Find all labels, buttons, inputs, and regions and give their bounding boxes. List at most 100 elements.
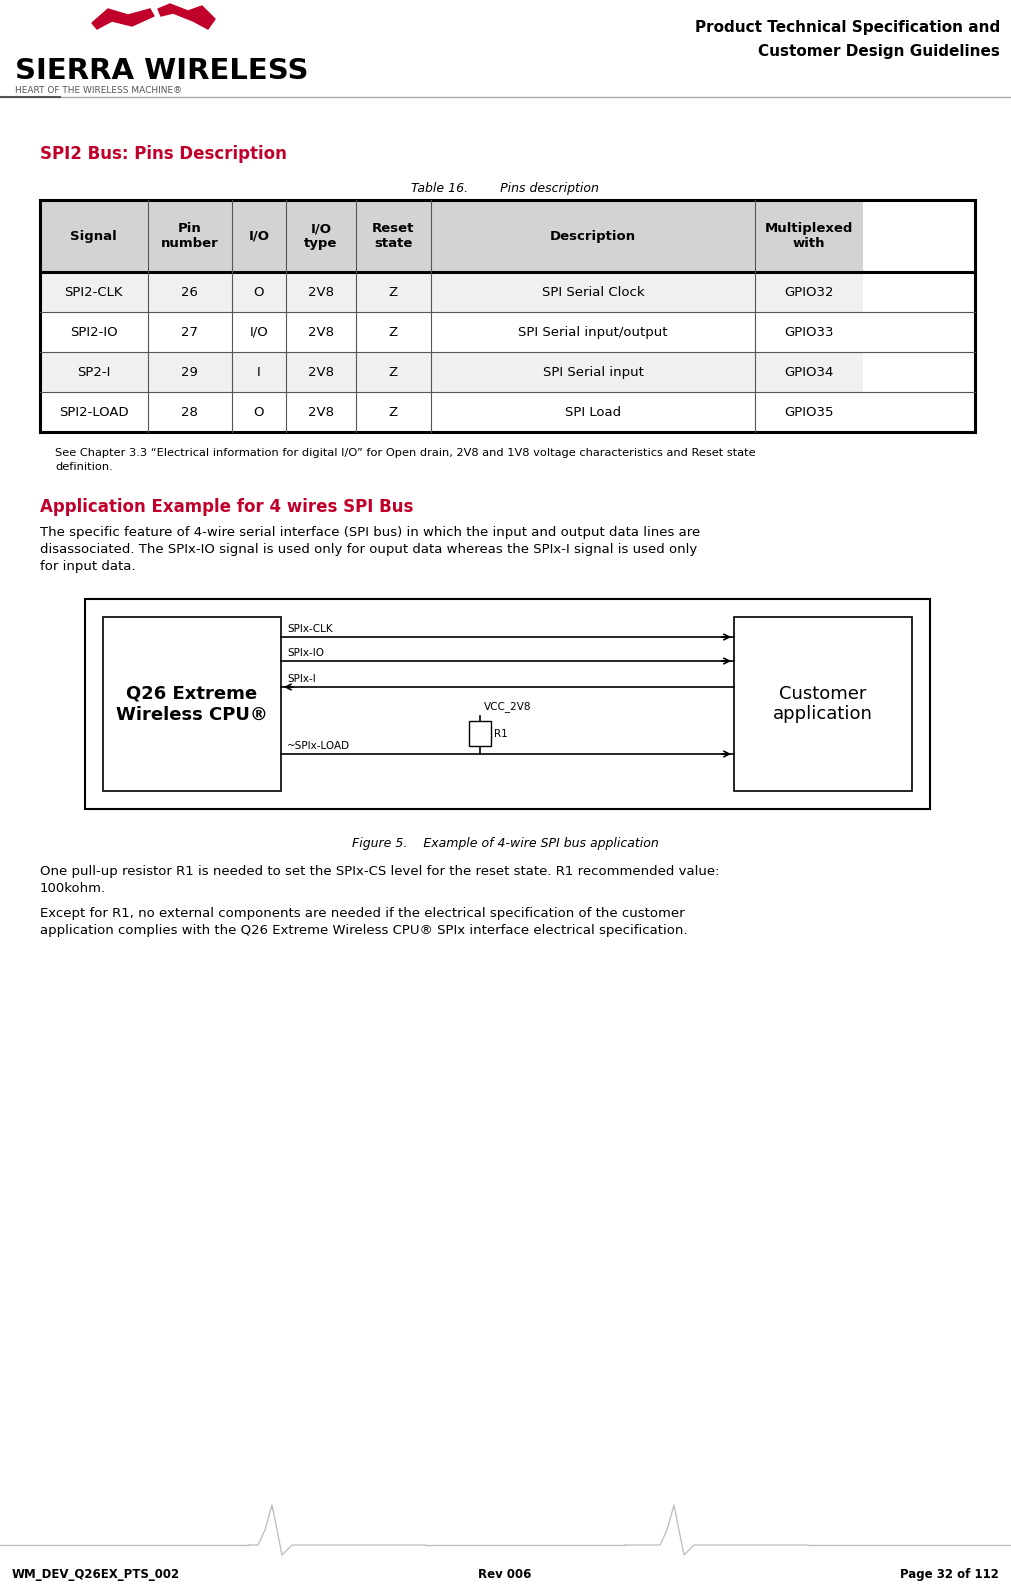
- Bar: [232, 352, 286, 392]
- Text: 26: 26: [181, 285, 198, 298]
- Text: I/O
type: I/O type: [304, 222, 338, 250]
- Bar: [40, 392, 148, 432]
- Text: Signal: Signal: [71, 230, 117, 242]
- Text: VCC_2V8: VCC_2V8: [484, 701, 532, 713]
- Bar: [356, 199, 431, 273]
- Text: SIERRA WIRELESS: SIERRA WIRELESS: [15, 57, 308, 84]
- Bar: [431, 312, 755, 352]
- Text: Z: Z: [389, 365, 398, 378]
- Text: Z: Z: [389, 405, 398, 419]
- Text: SPI2-CLK: SPI2-CLK: [65, 285, 123, 298]
- Text: O: O: [254, 285, 264, 298]
- Bar: [431, 199, 755, 273]
- Bar: [356, 312, 431, 352]
- Text: SPI Serial input/output: SPI Serial input/output: [519, 325, 668, 338]
- Text: GPIO35: GPIO35: [785, 405, 834, 419]
- Text: I/O: I/O: [250, 325, 268, 338]
- Bar: [431, 392, 755, 432]
- Bar: [148, 392, 232, 432]
- Text: Product Technical Specification and: Product Technical Specification and: [695, 21, 1000, 35]
- Bar: [286, 199, 356, 273]
- Bar: [356, 392, 431, 432]
- Bar: [755, 312, 862, 352]
- Text: Customer
application: Customer application: [773, 684, 872, 724]
- Bar: [232, 273, 286, 312]
- Bar: [232, 312, 286, 352]
- Text: application complies with the Q26 Extreme Wireless CPU® SPIx interface electrica: application complies with the Q26 Extrem…: [40, 925, 687, 937]
- Text: 100kohm.: 100kohm.: [40, 881, 106, 894]
- Bar: [286, 352, 356, 392]
- Text: Figure 5.    Example of 4-wire SPI bus application: Figure 5. Example of 4-wire SPI bus appl…: [352, 837, 658, 850]
- Text: SPI2 Bus: Pins Description: SPI2 Bus: Pins Description: [40, 145, 287, 163]
- Bar: [103, 617, 281, 791]
- Text: See Chapter 3.3 “Electrical information for digital I/O” for Open drain, 2V8 and: See Chapter 3.3 “Electrical information …: [55, 448, 755, 457]
- Bar: [734, 617, 912, 791]
- Text: SPI Serial Clock: SPI Serial Clock: [542, 285, 644, 298]
- Text: ~SPIx-LOAD: ~SPIx-LOAD: [287, 741, 350, 751]
- Text: GPIO32: GPIO32: [785, 285, 834, 298]
- Text: Reset
state: Reset state: [372, 222, 415, 250]
- Text: Page 32 of 112: Page 32 of 112: [900, 1568, 999, 1581]
- Text: One pull-up resistor R1 is needed to set the SPIx-CS level for the reset state. : One pull-up resistor R1 is needed to set…: [40, 866, 720, 878]
- Text: R1: R1: [494, 728, 509, 738]
- Text: HEART OF THE WIRELESS MACHINE®: HEART OF THE WIRELESS MACHINE®: [15, 86, 182, 96]
- Text: Table 16.        Pins description: Table 16. Pins description: [411, 182, 599, 194]
- Text: 29: 29: [181, 365, 198, 378]
- Text: Rev 006: Rev 006: [478, 1568, 532, 1581]
- Bar: [148, 312, 232, 352]
- Bar: [755, 392, 862, 432]
- Text: 28: 28: [181, 405, 198, 419]
- Text: SPIx-CLK: SPIx-CLK: [287, 623, 333, 634]
- Bar: [232, 392, 286, 432]
- Bar: [40, 352, 148, 392]
- Text: SPIx-IO: SPIx-IO: [287, 649, 324, 658]
- Text: SPI2-LOAD: SPI2-LOAD: [59, 405, 128, 419]
- Bar: [755, 352, 862, 392]
- Text: Q26 Extreme
Wireless CPU®: Q26 Extreme Wireless CPU®: [116, 684, 268, 724]
- Bar: [286, 312, 356, 352]
- Bar: [431, 352, 755, 392]
- Text: 27: 27: [181, 325, 198, 338]
- Text: SPI2-IO: SPI2-IO: [70, 325, 117, 338]
- Text: for input data.: for input data.: [40, 559, 135, 572]
- Bar: [148, 273, 232, 312]
- Bar: [755, 273, 862, 312]
- Bar: [40, 273, 148, 312]
- Bar: [356, 273, 431, 312]
- Bar: [148, 199, 232, 273]
- Text: definition.: definition.: [55, 462, 113, 472]
- Text: Customer Design Guidelines: Customer Design Guidelines: [758, 45, 1000, 59]
- Text: I: I: [257, 365, 261, 378]
- Text: 2V8: 2V8: [308, 405, 334, 419]
- Bar: [755, 199, 862, 273]
- Text: 2V8: 2V8: [308, 285, 334, 298]
- Bar: [356, 352, 431, 392]
- Text: O: O: [254, 405, 264, 419]
- Bar: [286, 273, 356, 312]
- Bar: [40, 312, 148, 352]
- Bar: [232, 199, 286, 273]
- Text: SPI Serial input: SPI Serial input: [543, 365, 643, 378]
- Text: I/O: I/O: [249, 230, 269, 242]
- Text: disassociated. The SPIx-IO signal is used only for ouput data whereas the SPIx-I: disassociated. The SPIx-IO signal is use…: [40, 544, 698, 556]
- Polygon shape: [92, 10, 154, 29]
- Text: Application Example for 4 wires SPI Bus: Application Example for 4 wires SPI Bus: [40, 497, 413, 516]
- Bar: [286, 392, 356, 432]
- Bar: [469, 720, 491, 746]
- Text: Except for R1, no external components are needed if the electrical specification: Except for R1, no external components ar…: [40, 907, 684, 920]
- Text: SPI Load: SPI Load: [565, 405, 621, 419]
- Bar: [40, 199, 148, 273]
- Text: SPIx-I: SPIx-I: [287, 674, 315, 684]
- Bar: [431, 273, 755, 312]
- Bar: [85, 599, 930, 810]
- Text: Pin
number: Pin number: [161, 222, 218, 250]
- Text: Z: Z: [389, 285, 398, 298]
- Text: GPIO33: GPIO33: [785, 325, 834, 338]
- Text: The specific feature of 4-wire serial interface (SPI bus) in which the input and: The specific feature of 4-wire serial in…: [40, 526, 701, 539]
- Text: GPIO34: GPIO34: [785, 365, 834, 378]
- Text: 2V8: 2V8: [308, 325, 334, 338]
- Text: 2V8: 2V8: [308, 365, 334, 378]
- Text: Z: Z: [389, 325, 398, 338]
- Polygon shape: [158, 5, 215, 29]
- Text: Description: Description: [550, 230, 636, 242]
